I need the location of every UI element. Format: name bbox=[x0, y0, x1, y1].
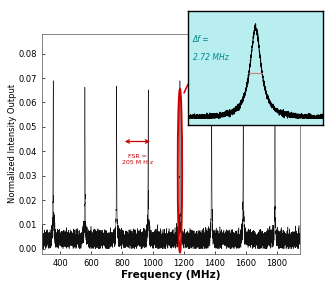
X-axis label: Frequency (MHz): Frequency (MHz) bbox=[121, 270, 220, 280]
Text: FSR =
205 M H z: FSR = 205 M H z bbox=[122, 154, 153, 165]
Text: 2.72 MHz: 2.72 MHz bbox=[193, 53, 229, 62]
Y-axis label: Normalized Intensity Output: Normalized Intensity Output bbox=[8, 84, 17, 203]
Text: Δf =: Δf = bbox=[193, 35, 209, 44]
